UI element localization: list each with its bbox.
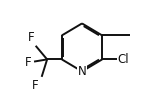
Text: F: F xyxy=(25,56,32,69)
Text: F: F xyxy=(32,79,38,92)
Text: F: F xyxy=(27,31,34,44)
Text: Cl: Cl xyxy=(118,53,129,66)
Text: N: N xyxy=(78,65,86,78)
